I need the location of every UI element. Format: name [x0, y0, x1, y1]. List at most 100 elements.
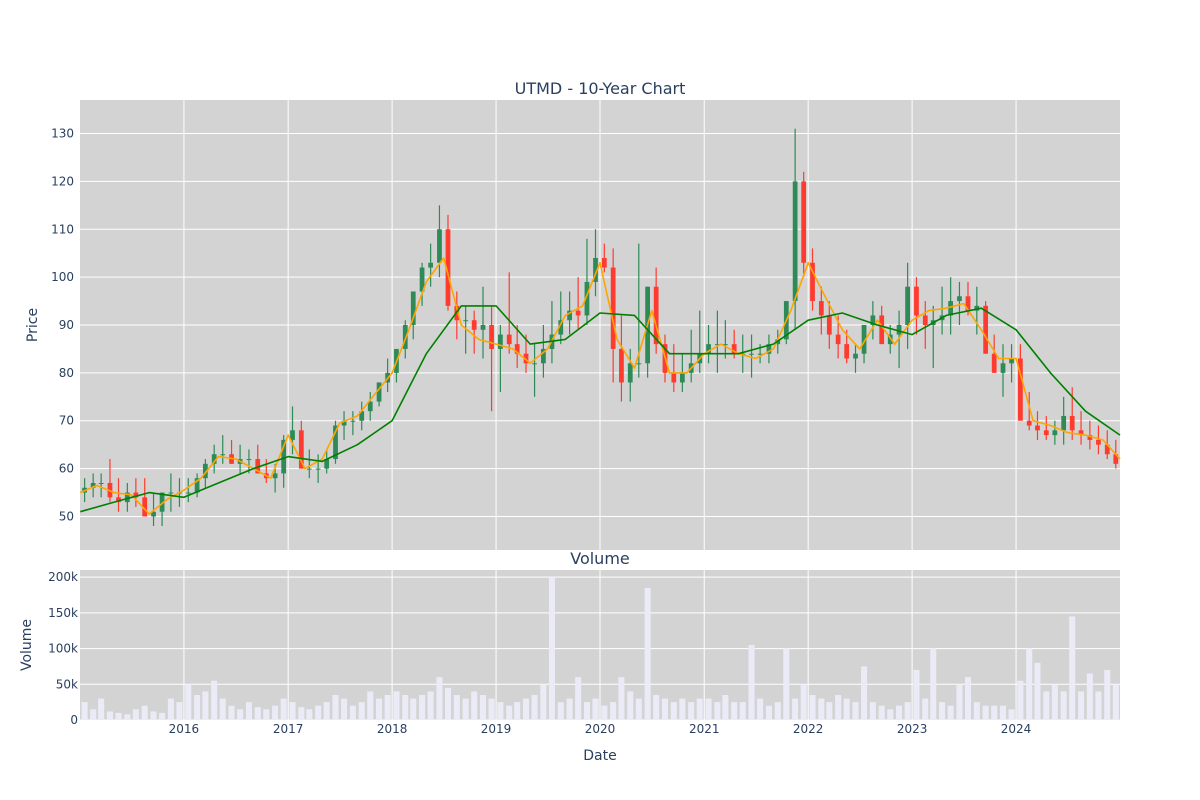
candlestick[interactable]: [870, 301, 876, 340]
volume-bar[interactable]: [670, 702, 677, 720]
candlestick[interactable]: [151, 492, 156, 527]
volume-bar[interactable]: [185, 684, 192, 720]
volume-bar[interactable]: [964, 677, 972, 720]
candlestick[interactable]: [671, 344, 677, 393]
candlestick[interactable]: [1052, 420, 1058, 445]
volume-bar[interactable]: [757, 698, 764, 720]
candlestick[interactable]: [220, 435, 226, 464]
volume-bar[interactable]: [315, 705, 322, 720]
candlestick[interactable]: [593, 229, 598, 297]
candlestick[interactable]: [498, 325, 503, 393]
candlestick[interactable]: [211, 444, 217, 474]
volume-bar[interactable]: [739, 702, 746, 720]
candlestick[interactable]: [341, 411, 347, 440]
volume-bar[interactable]: [367, 691, 374, 720]
candlestick[interactable]: [601, 243, 607, 273]
volume-bar[interactable]: [471, 691, 478, 720]
candlestick[interactable]: [445, 214, 451, 311]
candlestick[interactable]: [194, 473, 200, 498]
volume-bar[interactable]: [115, 712, 122, 720]
volume-bar[interactable]: [1086, 673, 1093, 720]
volume-bar[interactable]: [349, 705, 356, 720]
volume-bar[interactable]: [219, 698, 226, 720]
volume-bar[interactable]: [376, 698, 383, 720]
candlestick[interactable]: [991, 334, 997, 373]
candlestick[interactable]: [948, 277, 954, 335]
volume-bar[interactable]: [644, 587, 651, 720]
candlestick[interactable]: [1000, 344, 1006, 397]
volume-bar[interactable]: [306, 709, 313, 720]
volume-bar[interactable]: [861, 666, 868, 720]
volume-bar[interactable]: [106, 711, 113, 720]
candlestick[interactable]: [1026, 392, 1032, 431]
volume-bar[interactable]: [298, 707, 305, 720]
candlestick[interactable]: [359, 401, 365, 431]
volume-bar[interactable]: [1078, 691, 1085, 720]
volume-bar[interactable]: [1069, 616, 1076, 720]
volume-bar[interactable]: [835, 695, 842, 720]
candlestick[interactable]: [1087, 420, 1093, 450]
volume-bar[interactable]: [592, 698, 599, 720]
candlestick[interactable]: [887, 325, 893, 354]
candlestick[interactable]: [584, 238, 590, 325]
candlestick[interactable]: [255, 444, 261, 474]
volume-bar[interactable]: [540, 684, 547, 720]
volume-bar[interactable]: [1060, 691, 1067, 720]
volume-bar[interactable]: [228, 705, 235, 720]
volume-bar[interactable]: [141, 705, 148, 720]
candlestick[interactable]: [619, 315, 624, 402]
volume-bar[interactable]: [176, 702, 183, 720]
candlestick[interactable]: [281, 435, 287, 488]
candlestick[interactable]: [558, 291, 564, 345]
volume-bar[interactable]: [384, 695, 391, 720]
volume-bar[interactable]: [818, 698, 825, 720]
volume-bar[interactable]: [419, 695, 426, 720]
volume-bar[interactable]: [601, 705, 608, 720]
volume-bar[interactable]: [211, 680, 218, 720]
volume-bar[interactable]: [453, 695, 460, 720]
volume-bar[interactable]: [548, 577, 555, 720]
volume-bar[interactable]: [843, 698, 850, 720]
volume-bar[interactable]: [1034, 662, 1041, 720]
volume-bar[interactable]: [522, 698, 530, 720]
candlestick[interactable]: [133, 478, 139, 507]
volume-bar[interactable]: [748, 645, 755, 720]
volume-bar[interactable]: [245, 702, 252, 720]
volume-bar[interactable]: [1104, 670, 1111, 720]
volume-bar[interactable]: [194, 695, 201, 720]
candlestick[interactable]: [922, 301, 928, 349]
volume-bar[interactable]: [427, 691, 434, 720]
volume-bar[interactable]: [1026, 648, 1033, 720]
candlestick[interactable]: [116, 478, 121, 512]
volume-bar[interactable]: [323, 702, 330, 720]
volume-bar[interactable]: [1008, 709, 1015, 720]
candlestick[interactable]: [90, 473, 96, 498]
volume-bar[interactable]: [765, 705, 772, 720]
volume-bar[interactable]: [999, 705, 1007, 720]
candlestick[interactable]: [489, 305, 494, 412]
volume-bar[interactable]: [696, 698, 703, 720]
candlestick[interactable]: [367, 392, 373, 421]
candlestick[interactable]: [879, 305, 885, 345]
volume-bar[interactable]: [358, 702, 365, 720]
volume-bar[interactable]: [202, 691, 209, 720]
volume-bar[interactable]: [98, 698, 105, 720]
candlestick[interactable]: [480, 286, 486, 359]
candlestick[interactable]: [185, 478, 191, 503]
volume-bar[interactable]: [809, 695, 816, 720]
candlestick[interactable]: [810, 248, 815, 311]
volume-bar[interactable]: [506, 705, 513, 720]
candlestick[interactable]: [766, 334, 772, 364]
volume-bar[interactable]: [575, 677, 582, 720]
volume-bar[interactable]: [653, 695, 660, 720]
volume-bar[interactable]: [774, 702, 781, 720]
volume-bar[interactable]: [289, 702, 296, 720]
volume-bar[interactable]: [705, 698, 712, 720]
candlestick[interactable]: [905, 262, 911, 349]
candlestick[interactable]: [168, 473, 174, 512]
candlestick[interactable]: [376, 382, 382, 407]
volume-bar[interactable]: [982, 705, 989, 720]
volume-bar[interactable]: [488, 698, 495, 720]
volume-bar[interactable]: [913, 670, 920, 720]
volume-bar[interactable]: [973, 702, 980, 720]
